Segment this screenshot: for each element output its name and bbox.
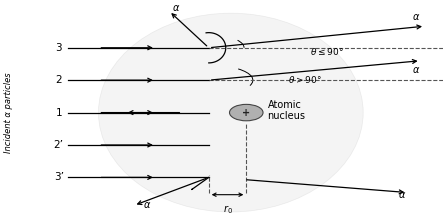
Text: Atomic
nucleus: Atomic nucleus [267,100,305,121]
Text: 2’: 2’ [54,140,64,150]
Text: α: α [172,3,179,13]
Text: α: α [144,200,150,210]
Text: $\theta\leq 90°$: $\theta\leq 90°$ [310,46,344,57]
Text: 2: 2 [56,75,62,85]
Circle shape [230,104,263,121]
Text: α: α [413,12,419,22]
Text: +: + [242,108,250,118]
Text: α: α [413,65,419,75]
Text: 3: 3 [56,43,62,53]
Text: 1: 1 [56,108,62,118]
Text: $r_0$: $r_0$ [222,203,233,216]
Text: Incident α particles: Incident α particles [4,72,12,153]
Ellipse shape [99,13,363,212]
Text: $\theta > 90°$: $\theta > 90°$ [288,73,322,85]
Text: 3’: 3’ [54,172,64,182]
Text: α: α [398,190,405,200]
